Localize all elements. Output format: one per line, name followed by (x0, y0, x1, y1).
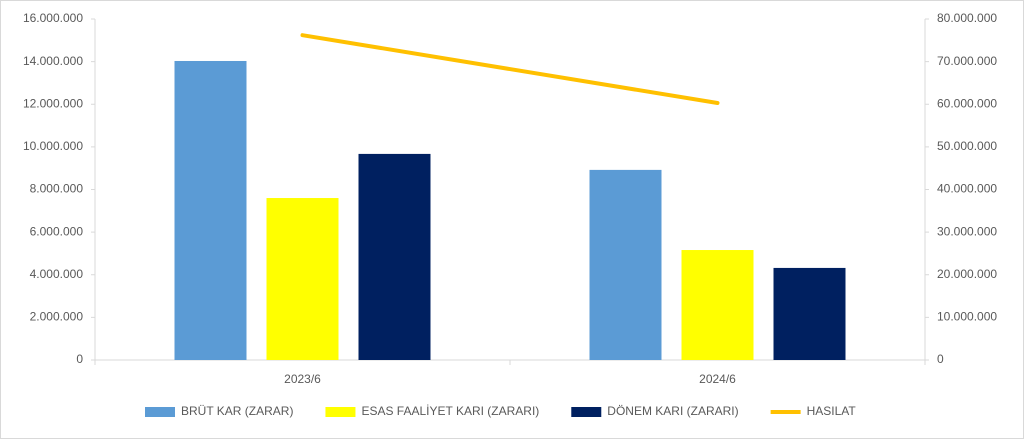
legend-swatch (325, 407, 356, 417)
bar (589, 169, 662, 360)
legend-swatch (145, 407, 175, 417)
y2-tick-label: 0 (937, 352, 944, 366)
y2-tick-label: 50.000.000 (937, 139, 997, 153)
y2-tick-label: 20.000.000 (937, 267, 997, 281)
bar (773, 267, 846, 360)
y-tick-label: 4.000.000 (30, 267, 84, 281)
y-tick-label: 0 (76, 352, 83, 366)
y2-tick-label: 60.000.000 (937, 96, 997, 110)
bar (174, 60, 247, 360)
y-tick-label: 8.000.000 (30, 182, 84, 196)
x-tick-label: 2024/6 (699, 372, 736, 386)
y-tick-label: 2.000.000 (30, 310, 84, 324)
legend-label: BRÜT KAR (ZARAR) (181, 404, 293, 418)
legend-label: DÖNEM KARI (ZARARI) (607, 404, 738, 418)
y2-tick-label: 40.000.000 (937, 182, 997, 196)
bar (681, 250, 754, 360)
y-tick-label: 16.000.000 (23, 11, 83, 25)
legend-swatch (571, 407, 602, 417)
y2-tick-label: 30.000.000 (937, 224, 997, 238)
bar (358, 153, 431, 360)
legend-label: ESAS FAALİYET KARI (ZARARI) (361, 404, 539, 418)
y2-tick-label: 70.000.000 (937, 54, 997, 68)
bar (266, 198, 339, 360)
y-tick-label: 12.000.000 (23, 96, 83, 110)
y2-tick-label: 10.000.000 (937, 310, 997, 324)
y-tick-label: 14.000.000 (23, 54, 83, 68)
legend-label: HASILAT (807, 404, 857, 418)
y-tick-label: 6.000.000 (30, 224, 84, 238)
y2-tick-label: 80.000.000 (937, 11, 997, 25)
x-tick-label: 2023/6 (284, 372, 321, 386)
y-tick-label: 10.000.000 (23, 139, 83, 153)
line (300, 33, 720, 105)
